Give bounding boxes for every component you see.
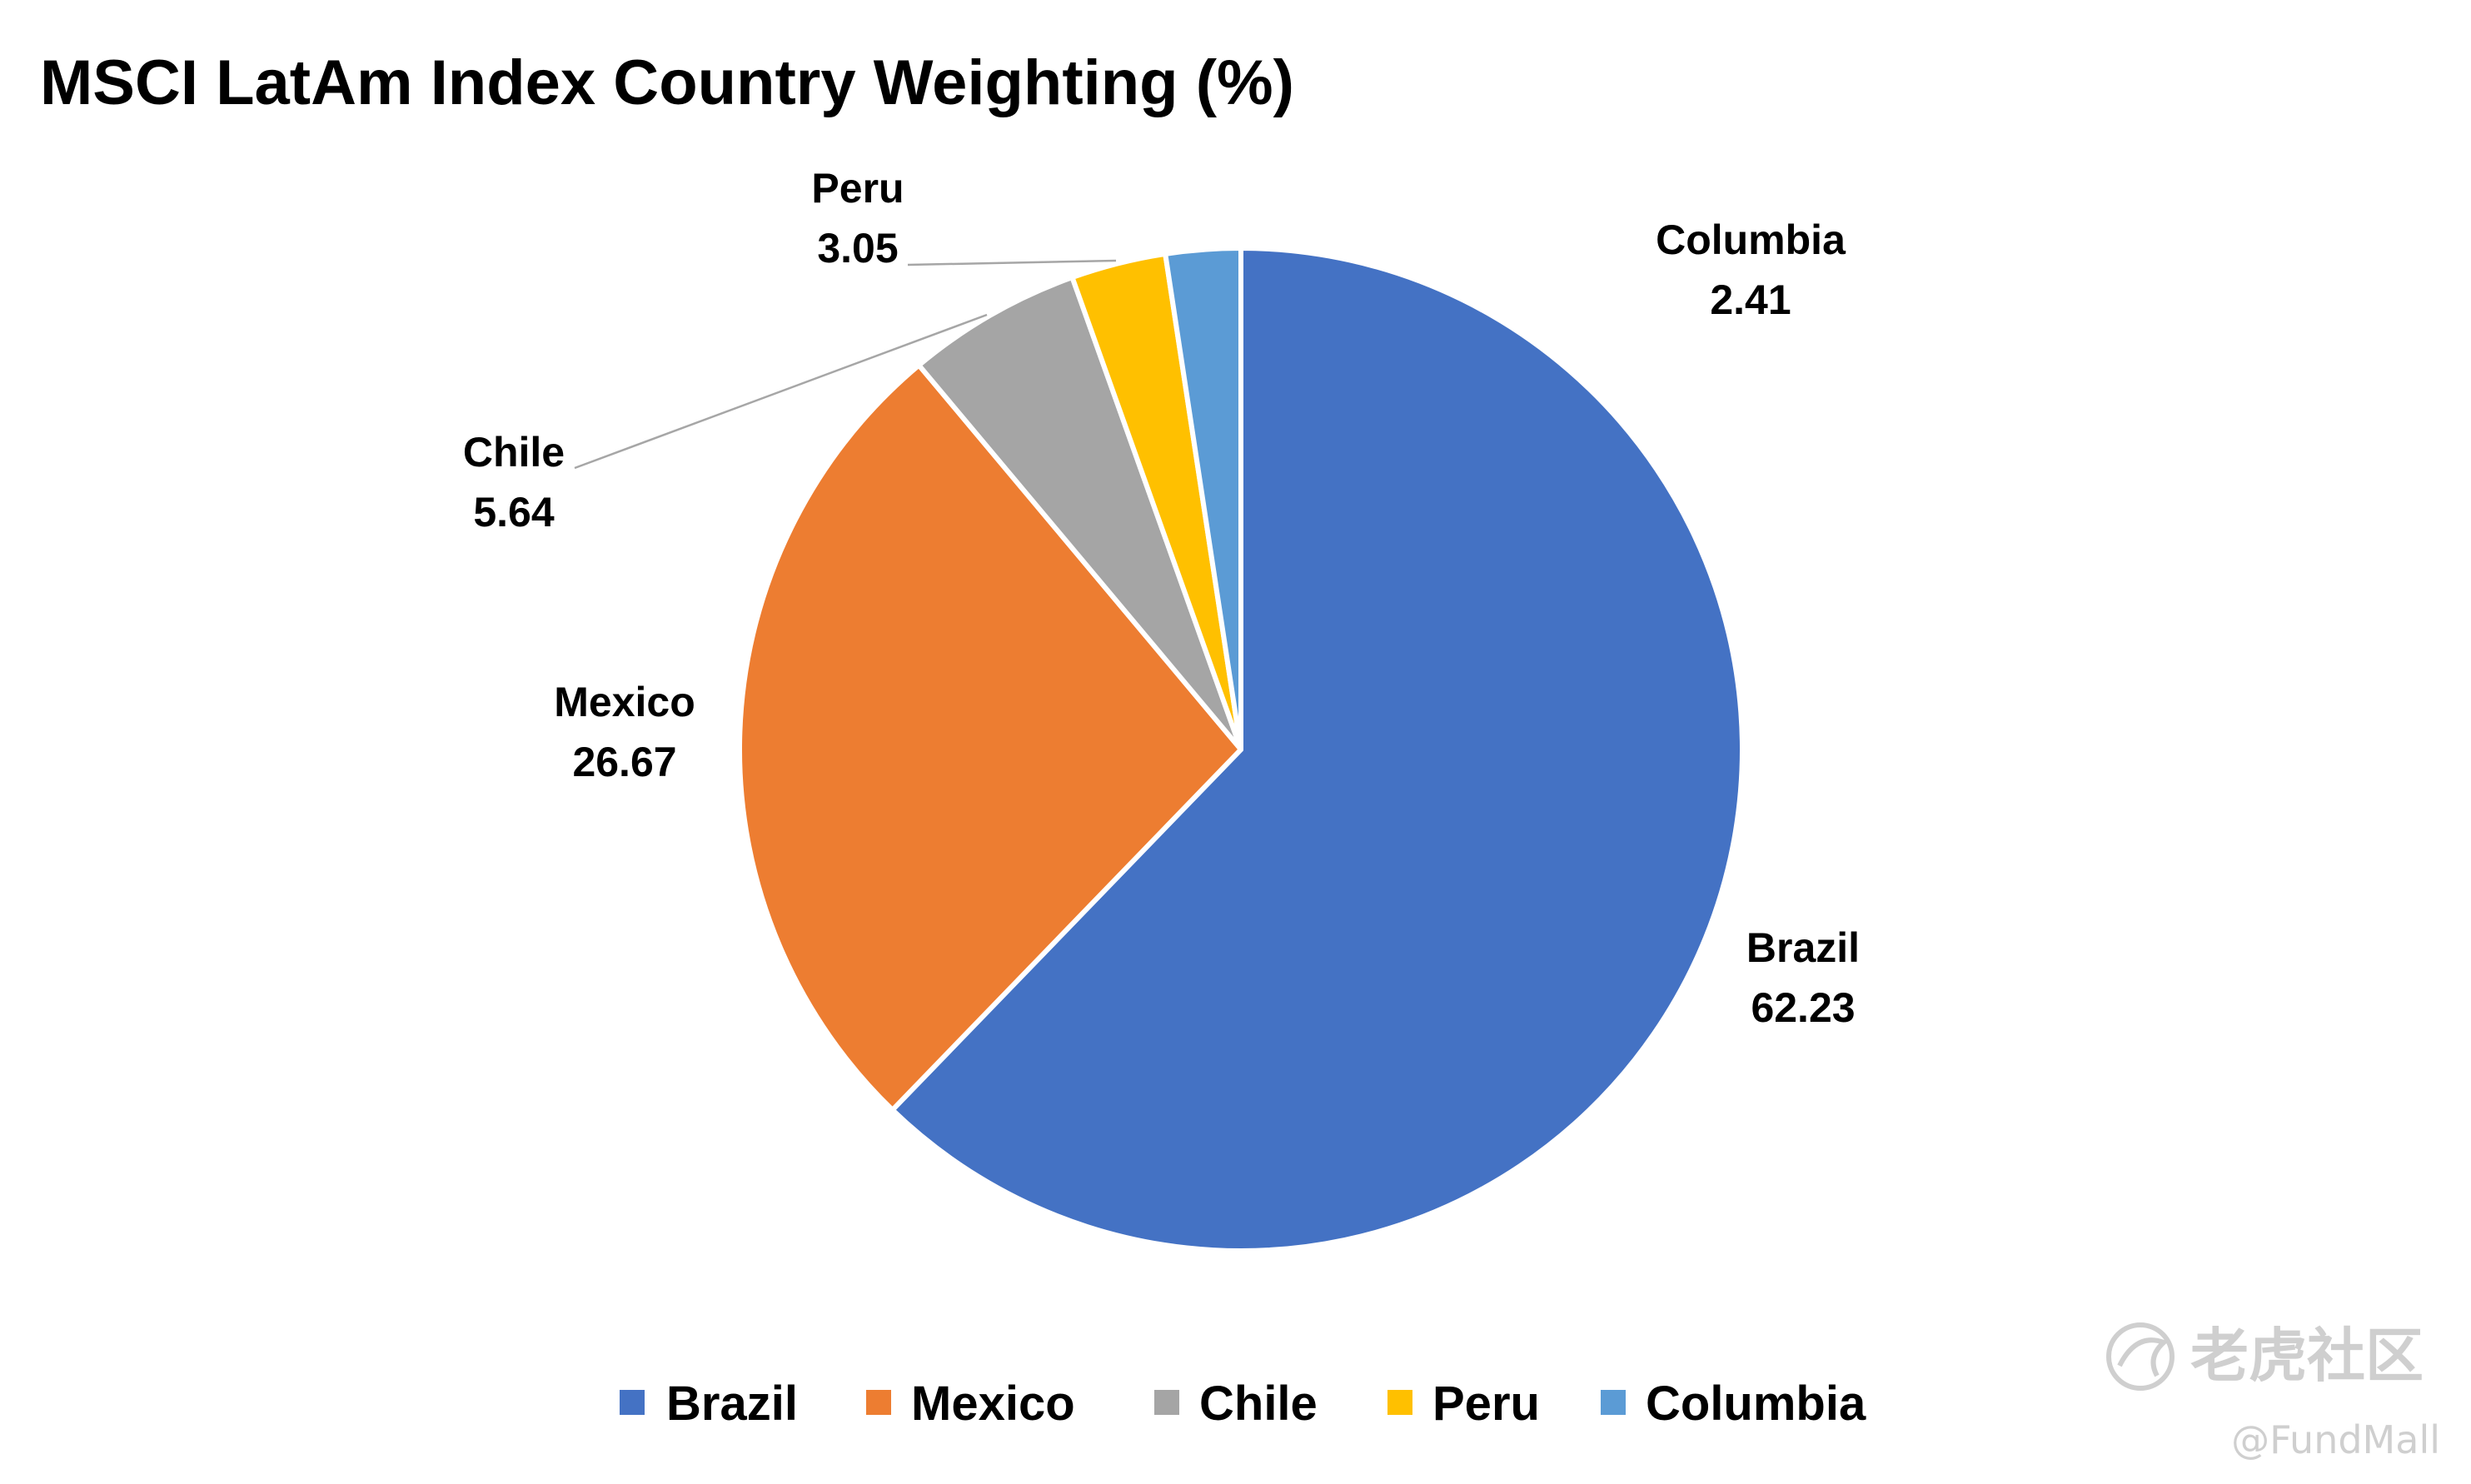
- data-label-name-mexico: Mexico: [554, 679, 695, 725]
- pie-slices: [736, 246, 1745, 1253]
- watermark-handle: @FundMall: [2231, 1417, 2440, 1462]
- tiger-community-logo-icon: [2106, 1322, 2175, 1391]
- legend: Brazil Mexico Chile Peru Columbia: [620, 1377, 1866, 1431]
- data-label-name-columbia: Columbia: [1656, 217, 1846, 263]
- legend-label-columbia: Columbia: [1646, 1377, 1866, 1431]
- chart-title: MSCI LatAm Index Country Weighting (%): [40, 47, 1294, 118]
- legend-swatch-columbia: [1601, 1390, 1626, 1415]
- leader-line-peru: [907, 259, 1117, 266]
- data-labels: Brazil 62.23 Mexico 26.67 Chile 5.64 Peru 3.05 C…: [463, 165, 1860, 1031]
- legend-label-peru: Peru: [1432, 1377, 1540, 1431]
- leader-line-chile: [574, 313, 988, 470]
- legend-swatch-mexico: [866, 1390, 891, 1415]
- data-label-name-brazil: Brazil: [1746, 924, 1860, 971]
- data-label-name-chile: Chile: [463, 429, 565, 476]
- pie-slice-brazil: [889, 246, 1745, 1253]
- legend-label-mexico: Mexico: [911, 1377, 1075, 1431]
- legend-swatch-chile: [1154, 1390, 1179, 1415]
- data-label-value-brazil: 62.23: [1751, 984, 1855, 1031]
- pie-slice-columbia: [1163, 246, 1243, 752]
- watermark-brand: 老虎社区: [2190, 1322, 2424, 1390]
- data-label-value-columbia: 2.41: [1710, 276, 1791, 323]
- leader-lines: [574, 259, 1117, 470]
- pie-slice-mexico: [736, 362, 1243, 1113]
- data-label-value-mexico: 26.67: [572, 739, 676, 785]
- data-label-value-chile: 5.64: [473, 489, 555, 535]
- watermark: 老虎社区 @FundMall: [2106, 1322, 2440, 1462]
- pie-slice-chile: [916, 275, 1243, 752]
- data-label-name-peru: Peru: [811, 165, 904, 212]
- legend-label-chile: Chile: [1199, 1377, 1318, 1431]
- legend-swatch-peru: [1387, 1390, 1412, 1415]
- data-label-value-peru: 3.05: [817, 225, 898, 271]
- legend-label-brazil: Brazil: [666, 1377, 798, 1431]
- legend-swatch-brazil: [620, 1390, 645, 1415]
